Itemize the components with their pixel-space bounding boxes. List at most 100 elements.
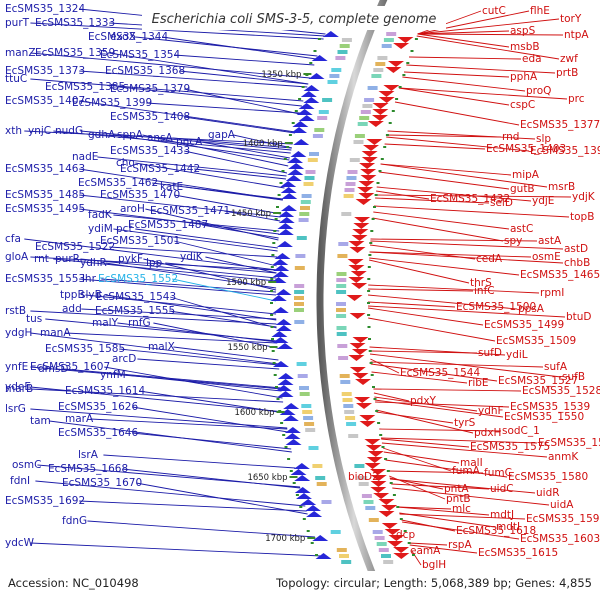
gene-label-left[interactable]: tppB bbox=[60, 289, 85, 301]
gene-label-right[interactable]: astC bbox=[510, 223, 533, 235]
gene-label-right[interactable]: fumA bbox=[452, 465, 481, 477]
gene-label-left[interactable]: EcSMS35_1442 bbox=[120, 163, 200, 175]
gene-label-right[interactable]: EcSMS35_1603 bbox=[520, 533, 600, 545]
gene-label-left[interactable]: slyB bbox=[80, 289, 102, 301]
gene-label-right[interactable]: EcSMS35_1528 bbox=[522, 385, 600, 397]
gene-label-left[interactable]: ynjC bbox=[28, 125, 51, 137]
gene-label-right[interactable]: cutC bbox=[482, 5, 506, 17]
gene-label-right[interactable]: uidR bbox=[536, 487, 560, 499]
gene-label-left[interactable]: lpp bbox=[146, 257, 163, 269]
gene-label-left[interactable]: EcSMS35_1501 bbox=[100, 235, 180, 247]
gene-label-left[interactable]: gloA bbox=[5, 251, 29, 263]
gene-label-right[interactable]: gutB bbox=[510, 183, 535, 195]
gene-label-left[interactable]: ynfE bbox=[5, 361, 28, 373]
gene-label-left[interactable]: pykF bbox=[118, 253, 143, 265]
gene-label-left[interactable]: ydgH bbox=[5, 327, 32, 339]
gene-label-right[interactable]: EcSMS35_1544 bbox=[400, 367, 480, 379]
gene-label-right[interactable]: astD bbox=[564, 243, 588, 255]
gene-label-right[interactable]: sufD bbox=[478, 347, 502, 359]
gene-label-left[interactable]: EcSMS35_1408 bbox=[110, 111, 190, 123]
gene-label-right[interactable]: EcSMS35_1539 bbox=[510, 401, 590, 413]
gene-label-left[interactable]: EcSMS35_1433 bbox=[110, 145, 190, 157]
gene-label-left[interactable]: gdhA bbox=[88, 129, 116, 141]
gene-label-left[interactable]: malX bbox=[148, 341, 175, 353]
gene-label-right[interactable]: EcSMS35_1527 bbox=[498, 375, 578, 387]
gene-label-right[interactable]: bglH bbox=[422, 559, 446, 571]
gene-label-right[interactable]: ydjE bbox=[532, 195, 554, 207]
gene-label-right[interactable]: topB bbox=[570, 211, 594, 223]
gene-label-left[interactable]: ydeE bbox=[5, 381, 31, 393]
gene-label-right[interactable]: prc bbox=[568, 93, 585, 105]
gene-label-right[interactable]: ydjK bbox=[572, 191, 596, 203]
gene-label-right[interactable]: anmK bbox=[548, 451, 579, 463]
gene-label-left[interactable]: osmC bbox=[12, 459, 41, 471]
gene-label-left[interactable]: EcSMS35_1344 bbox=[88, 31, 168, 43]
gene-label-right[interactable]: ntpA bbox=[564, 29, 589, 41]
gene-label-left[interactable]: tam bbox=[30, 415, 51, 427]
gene-label-right[interactable]: selD bbox=[490, 197, 513, 209]
gene-label-left[interactable]: ydcW bbox=[5, 537, 35, 549]
gene-label-left[interactable]: manA bbox=[40, 327, 71, 339]
gene-label-right[interactable]: rnd bbox=[502, 131, 519, 143]
gene-label-right[interactable]: astA bbox=[538, 235, 562, 247]
gene-label-right[interactable]: EcSMS35_1580 bbox=[508, 471, 588, 483]
gene-label-right[interactable]: malI bbox=[460, 457, 483, 469]
gene-label-right[interactable]: EcSMS35_1395 bbox=[530, 145, 600, 157]
gene-label-right[interactable]: EcSMS35_1556 bbox=[538, 437, 600, 449]
gene-label-left[interactable]: EcSMS35_1373 bbox=[5, 65, 85, 77]
gene-label-right[interactable]: EcSMS35_1403 bbox=[486, 143, 566, 155]
gene-label-right[interactable]: flhE bbox=[530, 5, 550, 17]
gene-label-right[interactable]: pntA bbox=[444, 483, 469, 495]
gene-label-left[interactable]: EcSMS35_1485 bbox=[5, 189, 85, 201]
gene-label-left[interactable]: fdnG bbox=[62, 515, 87, 527]
gene-label-left[interactable]: fdnI bbox=[10, 475, 30, 487]
gene-label-left[interactable]: ansA bbox=[147, 132, 174, 144]
gene-label-left[interactable]: EcSMS35_1487 bbox=[128, 219, 208, 231]
gene-label-left[interactable]: nadE bbox=[72, 151, 98, 163]
gene-label-left[interactable]: EcSMS35_1670 bbox=[62, 477, 142, 489]
gene-label-left[interactable]: cfa bbox=[5, 233, 21, 245]
gene-label-right[interactable]: EcSMS35_1575 bbox=[470, 441, 550, 453]
gene-label-left[interactable]: EcSMS35_1692 bbox=[5, 495, 85, 507]
gene-label-right[interactable]: mipA bbox=[512, 169, 540, 181]
gene-label-left[interactable]: ydiK bbox=[180, 251, 204, 263]
gene-label-right[interactable]: btuD bbox=[566, 311, 592, 323]
gene-label-left[interactable]: EcSMS35_1614 bbox=[65, 385, 145, 397]
gene-label-left[interactable]: xth bbox=[5, 125, 22, 137]
gene-label-left[interactable]: aroH bbox=[120, 203, 145, 215]
gene-label-left[interactable]: tus bbox=[26, 313, 42, 325]
gene-label-right[interactable]: osmE bbox=[532, 251, 561, 263]
gene-label-left[interactable]: EcSMS35_1585 bbox=[45, 343, 125, 355]
gene-label-right[interactable]: EcSMS35_1499 bbox=[484, 319, 564, 331]
gene-label-right[interactable]: EcSMS35_1377 bbox=[520, 119, 600, 131]
gene-label-right[interactable]: sufA bbox=[544, 361, 568, 373]
gene-label-right[interactable]: pntB bbox=[446, 493, 471, 505]
gene-label-right[interactable]: ydiL bbox=[506, 349, 528, 361]
gene-label-right[interactable]: uidC bbox=[490, 483, 514, 495]
gene-label-left[interactable]: ydhR bbox=[80, 257, 107, 269]
gene-label-right[interactable]: proQ bbox=[526, 85, 551, 97]
gene-label-left[interactable]: EcSMS35_1626 bbox=[58, 401, 138, 413]
gene-label-right[interactable]: ribE bbox=[468, 377, 489, 389]
gene-label-right[interactable]: pdxY bbox=[410, 395, 437, 407]
gene-label-left[interactable]: EcSMS35_1463 bbox=[5, 163, 85, 175]
gene-label-left[interactable]: lsrA bbox=[78, 449, 99, 461]
gene-label-right[interactable]: EcSMS35_1432 bbox=[430, 193, 510, 205]
gene-label-left[interactable]: ttuC bbox=[5, 73, 27, 85]
gene-label-left[interactable]: rstB bbox=[5, 305, 26, 317]
gene-label-left[interactable]: EcSMS35_1368 bbox=[105, 65, 185, 77]
gene-label-right[interactable]: eamA bbox=[410, 545, 441, 557]
gene-label-left[interactable]: EcSMS35_1495 bbox=[5, 203, 85, 215]
gene-label-right[interactable]: EcSMS35_1618 bbox=[456, 525, 536, 537]
gene-label-right[interactable]: sodC_1 bbox=[502, 425, 540, 437]
gene-label-right[interactable]: EcSMS35_1509 bbox=[496, 335, 576, 347]
gene-label-right[interactable]: pdxH bbox=[474, 427, 501, 439]
gene-label-left[interactable]: marB bbox=[5, 383, 33, 395]
gene-label-right[interactable]: mlc bbox=[452, 503, 471, 515]
gene-label-left[interactable]: add bbox=[62, 303, 82, 315]
gene-label-left[interactable]: EcSMS35_1543 bbox=[96, 291, 176, 303]
gene-label-right[interactable]: EcSMS35_1550 bbox=[504, 411, 584, 423]
gene-label-left[interactable]: EcSMS35_1522 bbox=[35, 241, 115, 253]
gene-label-left[interactable]: EcSMS35_1607 bbox=[30, 361, 110, 373]
gene-label-right[interactable]: slp bbox=[536, 133, 551, 145]
